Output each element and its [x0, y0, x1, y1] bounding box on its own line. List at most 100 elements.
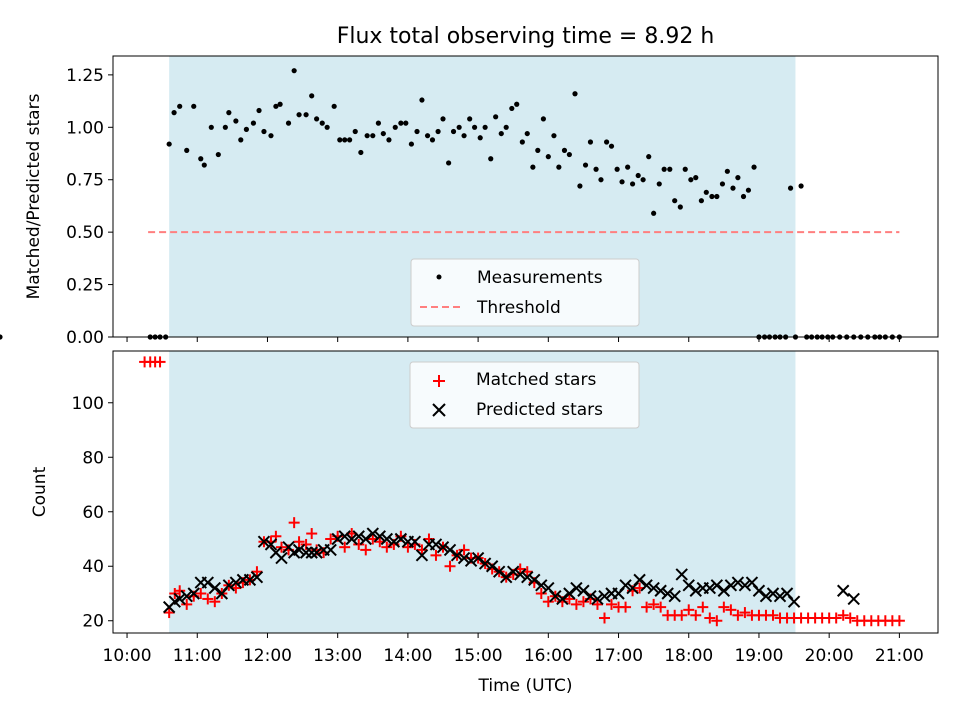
measurement-point: [540, 116, 547, 122]
predicted-star-marker-b: [661, 587, 674, 600]
predicted-star-marker: [443, 543, 457, 557]
measurement-point: [358, 149, 364, 156]
predicted-star-marker: [535, 579, 548, 592]
predicted-star-marker-b: [598, 590, 611, 603]
matched-star-marker: [570, 598, 582, 610]
predicted-star-marker: [180, 590, 193, 603]
measurement-point: [191, 103, 197, 109]
matched-star-marker: [154, 356, 166, 368]
measurement-point: [268, 133, 274, 139]
predicted-star-marker-b: [847, 592, 860, 606]
matched-star-marker: [620, 601, 632, 613]
measurement-point: [261, 128, 267, 135]
predicted-star-marker-b: [478, 557, 492, 570]
predicted-star-marker: [478, 557, 492, 570]
x-tick-label: 19:00: [734, 646, 783, 666]
x-tick-label: 21:00: [875, 646, 924, 666]
matched-star-marker: [339, 541, 351, 553]
measurement-point: [352, 128, 358, 135]
predicted-star-marker: [647, 581, 660, 595]
measurement-point: [577, 183, 583, 189]
matched-star-marker: [725, 604, 737, 616]
predicted-star-marker-b: [647, 581, 660, 595]
measurement-point: [598, 177, 604, 183]
legend-label-threshold: Threshold: [476, 298, 561, 318]
matched-star-marker: [293, 536, 305, 548]
y-tick-label: 100: [72, 394, 104, 414]
predicted-star-marker: [173, 592, 186, 606]
predicted-star-marker-b: [675, 568, 688, 581]
predicted-star-marker-b: [787, 595, 801, 608]
measurement-point: [309, 93, 315, 99]
predicted-star-marker-b: [703, 581, 717, 595]
measurement-point: [530, 164, 536, 170]
y-tick-label: 60: [82, 503, 104, 523]
legend-marker-measurements: [436, 274, 442, 280]
matched-star-marker: [739, 607, 751, 619]
y-tick-label: 1.00: [66, 118, 104, 138]
predicted-star-marker: [847, 592, 860, 606]
measurement-point: [456, 124, 462, 130]
predicted-star-marker: [507, 565, 520, 578]
y-axis-label-top: Matched/Predicted stars: [24, 93, 44, 299]
predicted-star-marker: [731, 576, 745, 589]
predicted-star-marker-b: [731, 576, 745, 589]
matched-star-marker: [202, 593, 214, 605]
y-tick-label: 0.00: [66, 328, 104, 348]
axes-frame-top: [112, 55, 939, 338]
measurement-point: [392, 124, 398, 130]
measurement-point: [619, 179, 625, 185]
predicted-star-marker-b: [619, 579, 632, 592]
predicted-star-marker-b: [549, 590, 562, 603]
measurement-point: [745, 187, 752, 193]
measurement-point: [629, 181, 636, 187]
legend-marker-predicted: [432, 403, 446, 417]
measurement-point: [545, 154, 551, 160]
predicted-star-marker: [299, 546, 313, 559]
y-axis-ticks-top: 0.00 0.25 0.50 0.75 1.00 1.25: [66, 66, 113, 348]
predicted-star-marker: [394, 532, 408, 546]
matched-star-marker: [276, 541, 288, 553]
measurement-point: [688, 177, 694, 183]
measurement-point: [735, 175, 741, 181]
predicted-star-marker-b: [305, 546, 318, 559]
y-tick-label: 0.50: [66, 223, 104, 243]
predicted-star-marker-b: [535, 579, 548, 592]
measurement-point: [625, 164, 631, 170]
measurement-point: [277, 101, 283, 107]
measurement-point: [566, 151, 572, 158]
predicted-star-marker-b: [738, 579, 752, 592]
measurement-point: [646, 154, 652, 160]
y-tick-label: 0.75: [66, 171, 104, 191]
predicted-star-marker-b: [464, 554, 478, 568]
predicted-star-marker: [717, 584, 731, 597]
measurement-point: [331, 103, 337, 109]
predicted-star-marker: [257, 535, 271, 548]
matched-star-marker: [430, 549, 442, 561]
predicted-star-marker: [703, 581, 717, 595]
predicted-star-marker-b: [591, 592, 604, 606]
x-axis-ticks-bottom: 10:00 11:00 12:00 13:00 14:00 15:00 16:00 17:00…: [103, 633, 924, 666]
predicted-star-marker: [766, 587, 780, 600]
measurement-point: [640, 177, 646, 183]
matched-star-marker: [416, 544, 428, 556]
predicted-star-marker-b: [229, 576, 243, 589]
measurement-point: [677, 204, 683, 210]
measurement-point: [724, 168, 730, 174]
measurement-point: [226, 110, 232, 116]
predicted-star-marker-b: [577, 584, 590, 597]
measurement-point: [450, 128, 457, 135]
measurement-point: [661, 166, 667, 172]
predicted-star-marker-b: [457, 551, 471, 565]
matched-star-marker: [837, 609, 849, 621]
predicted-star-marker: [752, 584, 766, 597]
predicted-star-marker: [359, 532, 372, 546]
matched-star-marker: [893, 615, 905, 627]
measurement-point: [719, 181, 726, 187]
measurement-point: [166, 141, 172, 147]
measurement-point: [503, 124, 509, 130]
measurement-point: [514, 101, 520, 107]
measurement-point: [740, 193, 747, 200]
predicted-star-marker: [208, 581, 222, 595]
